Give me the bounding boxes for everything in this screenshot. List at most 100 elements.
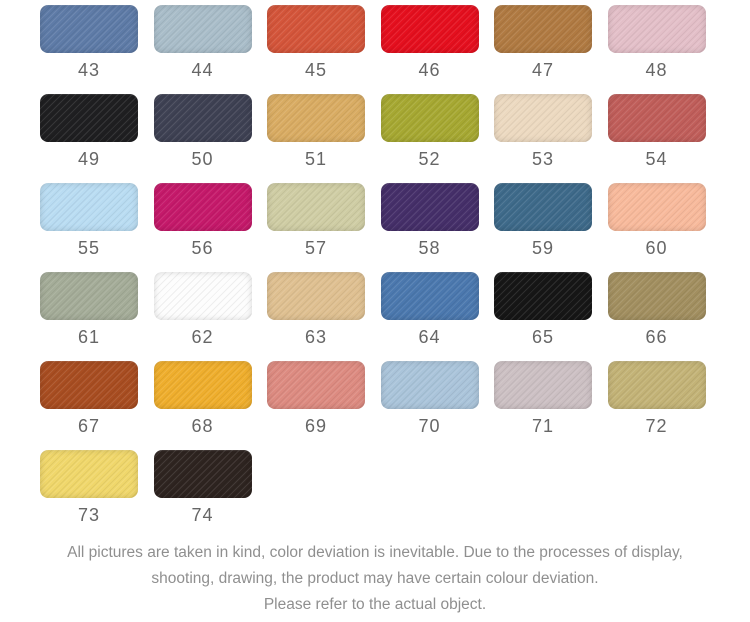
swatch-cell: 45 [267, 5, 365, 81]
swatch-cell: 49 [40, 94, 138, 170]
swatch-number: 46 [418, 60, 441, 80]
swatch-number: 61 [77, 327, 101, 347]
swatch-cell: 62 [153, 272, 252, 348]
swatch-cell: 46 [380, 5, 479, 81]
swatch-cell: 72 [607, 361, 706, 437]
swatch-number: 51 [304, 149, 328, 169]
disclaimer-line-1: All pictures are taken in kind, color de… [67, 544, 683, 561]
fabric-swatch [380, 272, 479, 320]
disclaimer-text: All pictures are taken in kind, color de… [0, 540, 750, 618]
swatch-number: 50 [191, 149, 214, 169]
swatch-cell: 57 [267, 183, 365, 259]
fabric-swatch [267, 183, 365, 231]
fabric-swatch [494, 94, 592, 142]
disclaimer-line-2: shooting, drawing, the product may have … [151, 570, 599, 587]
fabric-swatch [267, 94, 365, 142]
fabric-swatch [607, 5, 706, 53]
fabric-swatch [267, 361, 365, 409]
fabric-swatch [153, 272, 252, 320]
fabric-swatch [40, 272, 138, 320]
swatch-cell: 70 [380, 361, 479, 437]
swatch-number: 60 [645, 238, 668, 258]
swatch-number: 56 [191, 238, 214, 258]
swatch-cell: 60 [607, 183, 706, 259]
swatch-cell: 50 [153, 94, 252, 170]
swatch-number: 71 [531, 416, 555, 436]
fabric-swatch [494, 5, 592, 53]
swatch-number: 55 [77, 238, 101, 258]
swatch-number: 45 [304, 60, 328, 80]
swatch-number: 54 [645, 149, 668, 169]
fabric-swatch [494, 183, 592, 231]
fabric-swatch [40, 94, 138, 142]
swatch-cell: 51 [267, 94, 365, 170]
swatch-number: 70 [418, 416, 441, 436]
swatch-number: 53 [531, 149, 555, 169]
swatch-cell: 65 [494, 272, 592, 348]
swatch-number: 59 [531, 238, 555, 258]
fabric-swatch [267, 5, 365, 53]
fabric-swatch [607, 94, 706, 142]
fabric-swatch [494, 361, 592, 409]
swatch-cell: 63 [267, 272, 365, 348]
swatch-number: 69 [304, 416, 328, 436]
swatch-number: 52 [418, 149, 441, 169]
fabric-swatch [40, 183, 138, 231]
swatch-cell: 52 [380, 94, 479, 170]
fabric-swatch [153, 361, 252, 409]
swatch-cell: 67 [40, 361, 138, 437]
swatch-number: 72 [645, 416, 668, 436]
fabric-swatch [380, 5, 479, 53]
swatch-cell: 66 [607, 272, 706, 348]
fabric-swatch [607, 361, 706, 409]
fabric-swatch [40, 361, 138, 409]
swatch-number: 47 [531, 60, 555, 80]
swatch-cell: 56 [153, 183, 252, 259]
swatch-number: 64 [418, 327, 441, 347]
swatch-cell: 68 [153, 361, 252, 437]
fabric-swatch [153, 94, 252, 142]
swatch-number: 73 [77, 505, 101, 525]
fabric-swatch [607, 183, 706, 231]
swatch-number: 57 [304, 238, 328, 258]
swatch-cell: 53 [494, 94, 592, 170]
swatch-number: 44 [191, 60, 214, 80]
fabric-swatch [153, 450, 252, 498]
swatch-number: 43 [77, 60, 101, 80]
fabric-swatch [40, 450, 138, 498]
swatch-cell: 44 [153, 5, 252, 81]
swatch-cell: 73 [40, 450, 138, 526]
fabric-swatch [267, 272, 365, 320]
swatch-number: 74 [191, 505, 214, 525]
swatch-number: 49 [77, 149, 101, 169]
swatch-cell: 48 [607, 5, 706, 81]
swatch-cell: 71 [494, 361, 592, 437]
swatch-number: 65 [531, 327, 555, 347]
swatch-number: 68 [191, 416, 214, 436]
swatch-cell: 74 [153, 450, 252, 526]
fabric-swatch [380, 361, 479, 409]
swatch-number: 66 [645, 327, 668, 347]
fabric-swatch [607, 272, 706, 320]
swatch-cell: 58 [380, 183, 479, 259]
swatch-grid: 43 44 45 46 47 48 [40, 5, 706, 526]
fabric-swatch [40, 5, 138, 53]
fabric-swatch [380, 94, 479, 142]
fabric-swatch [153, 183, 252, 231]
swatch-cell: 69 [267, 361, 365, 437]
swatch-number: 67 [77, 416, 101, 436]
swatch-number: 63 [304, 327, 328, 347]
fabric-swatch [494, 272, 592, 320]
swatch-number: 48 [645, 60, 668, 80]
fabric-swatch [153, 5, 252, 53]
swatch-cell: 61 [40, 272, 138, 348]
fabric-swatch [380, 183, 479, 231]
swatch-cell: 59 [494, 183, 592, 259]
swatch-cell: 55 [40, 183, 138, 259]
swatch-number: 58 [418, 238, 441, 258]
swatch-cell: 54 [607, 94, 706, 170]
disclaimer-line-3: Please refer to the actual object. [263, 596, 487, 613]
swatch-cell: 43 [40, 5, 138, 81]
swatch-cell: 47 [494, 5, 592, 81]
